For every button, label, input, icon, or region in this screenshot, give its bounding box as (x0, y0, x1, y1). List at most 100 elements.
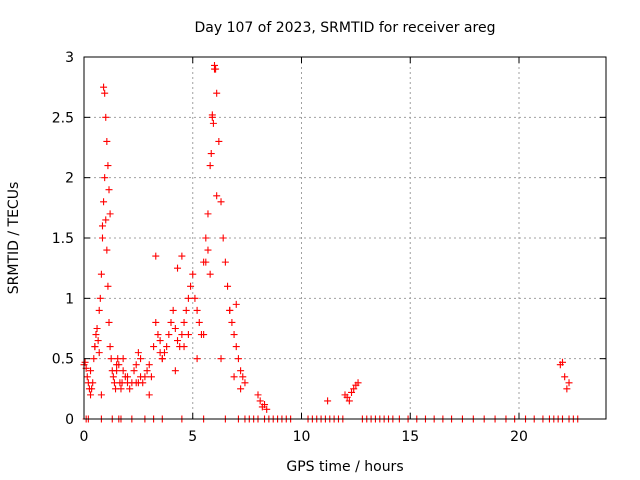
data-point (150, 343, 158, 351)
data-point (213, 192, 221, 200)
data-point (147, 373, 155, 381)
data-point (184, 331, 192, 339)
data-point (232, 343, 240, 351)
data-point (109, 373, 117, 381)
data-point (254, 391, 262, 399)
data-point (206, 270, 214, 278)
data-points (80, 61, 582, 423)
x-tick-label: 0 (80, 429, 89, 445)
data-point (163, 343, 171, 351)
y-tick-label: 2.5 (52, 110, 74, 126)
data-point (158, 355, 166, 363)
data-point (152, 252, 160, 260)
data-point (87, 367, 95, 375)
data-point (180, 343, 188, 351)
data-point (91, 343, 99, 351)
data-point (230, 373, 238, 381)
data-point (224, 282, 232, 290)
data-point (104, 282, 112, 290)
data-point (206, 162, 214, 170)
data-point (167, 318, 175, 326)
data-point (200, 331, 208, 339)
data-point (81, 358, 89, 366)
data-point (100, 198, 108, 206)
x-tick-label: 5 (188, 429, 197, 445)
data-point (563, 385, 571, 393)
data-point (90, 355, 98, 363)
data-point (89, 379, 97, 387)
data-point (102, 113, 110, 121)
data-point (152, 318, 160, 326)
y-tick-label: 0 (65, 412, 74, 428)
data-point (241, 379, 249, 387)
data-point (101, 174, 109, 182)
data-point (237, 385, 245, 393)
data-point (174, 264, 182, 272)
data-point (178, 252, 186, 260)
data-point (95, 349, 103, 357)
y-axis-label: SRMTID / TECUs (6, 182, 22, 295)
data-point (217, 355, 225, 363)
data-point (324, 397, 332, 405)
data-point (106, 210, 114, 218)
data-point (348, 388, 356, 396)
data-point (209, 119, 217, 127)
data-point (261, 401, 269, 409)
data-point (119, 367, 127, 375)
data-point (119, 355, 127, 363)
data-point (234, 355, 242, 363)
data-point (156, 349, 164, 357)
data-point (559, 358, 566, 366)
data-point (256, 397, 264, 405)
data-point (208, 111, 216, 119)
data-point (189, 270, 197, 278)
data-point (178, 331, 186, 339)
data-point (228, 318, 236, 326)
data-point (191, 294, 199, 302)
data-point (100, 83, 108, 91)
data-point (217, 198, 225, 206)
data-point (141, 373, 149, 381)
data-point (132, 361, 140, 369)
data-point (97, 391, 105, 399)
data-point (180, 318, 188, 326)
data-point (193, 306, 201, 314)
data-point (184, 294, 192, 302)
data-point (193, 355, 201, 363)
data-point (350, 385, 358, 393)
data-point (237, 367, 245, 375)
data-point (102, 216, 110, 224)
data-point (106, 343, 114, 351)
data-point (145, 361, 153, 369)
data-point (187, 282, 195, 290)
data-point (169, 306, 177, 314)
data-point (145, 391, 153, 399)
chart-title: Day 107 of 2023, SRMTID for receiver are… (195, 20, 496, 36)
data-point (95, 306, 103, 314)
data-point (219, 234, 227, 242)
data-point (345, 397, 353, 405)
data-point (565, 379, 573, 387)
x-axis-label: GPS time / hours (286, 459, 403, 475)
data-point (221, 258, 229, 266)
y-tick-label: 1 (65, 291, 74, 307)
data-point (263, 405, 271, 413)
data-point (211, 61, 218, 69)
data-point (83, 373, 91, 381)
data-point (154, 331, 162, 339)
data-point (212, 65, 220, 73)
axis-ticks: 0 0.5 1 1.5 2 2.5 3 0 5 10 15 20 (52, 50, 606, 445)
y-tick-label: 0.5 (52, 352, 74, 368)
data-point (107, 355, 115, 363)
data-point (202, 234, 210, 242)
data-point (130, 367, 138, 375)
data-point (113, 367, 121, 375)
data-point (137, 355, 145, 363)
data-point (174, 337, 182, 345)
data-point (165, 331, 173, 339)
grid (84, 57, 606, 419)
data-point (207, 150, 215, 158)
data-point (182, 306, 190, 314)
data-point (354, 379, 362, 387)
data-point (204, 246, 212, 254)
